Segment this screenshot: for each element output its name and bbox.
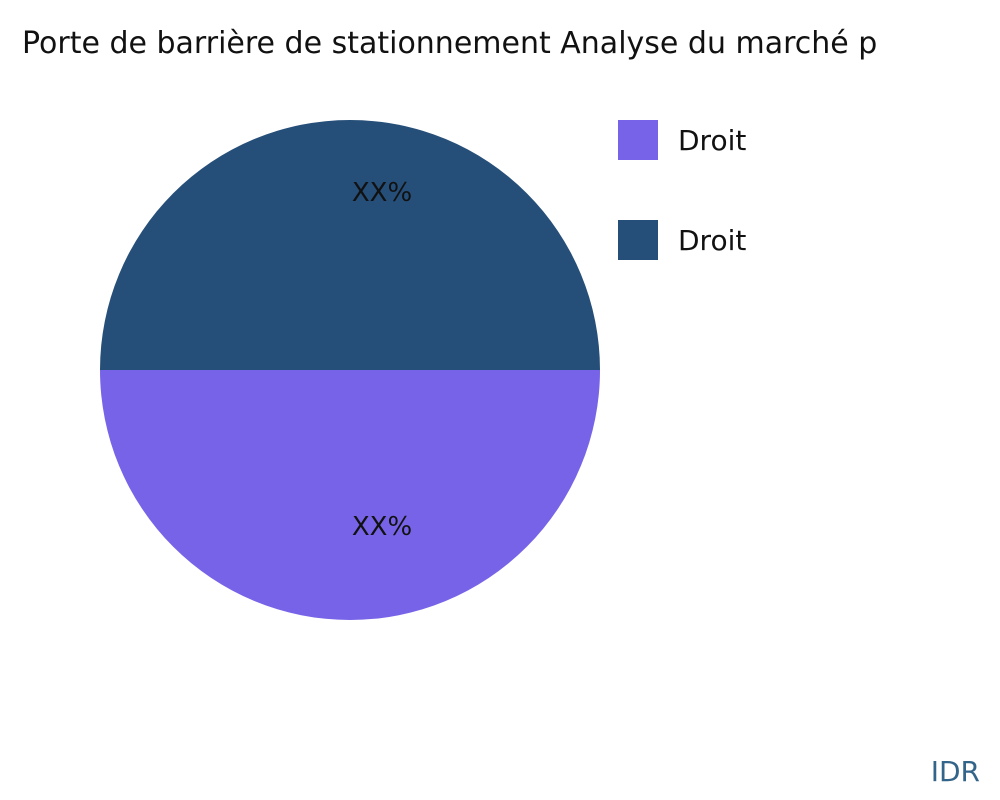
legend-item-navy: Droit (618, 220, 746, 260)
slice-label-navy: XX% (351, 178, 413, 208)
legend-label-navy: Droit (678, 223, 747, 257)
chart-title: Porte de barrière de stationnement Analy… (22, 26, 878, 61)
legend-label-purple: Droit (678, 123, 747, 157)
legend-swatch-purple (618, 120, 658, 160)
pie-chart: XX% XX% (100, 120, 600, 620)
legend: Droit Droit (618, 120, 746, 260)
legend-item-purple: Droit (618, 120, 746, 160)
legend-swatch-navy (618, 220, 658, 260)
watermark-idr: IDR (930, 755, 980, 788)
slice-label-purple: XX% (351, 512, 413, 542)
